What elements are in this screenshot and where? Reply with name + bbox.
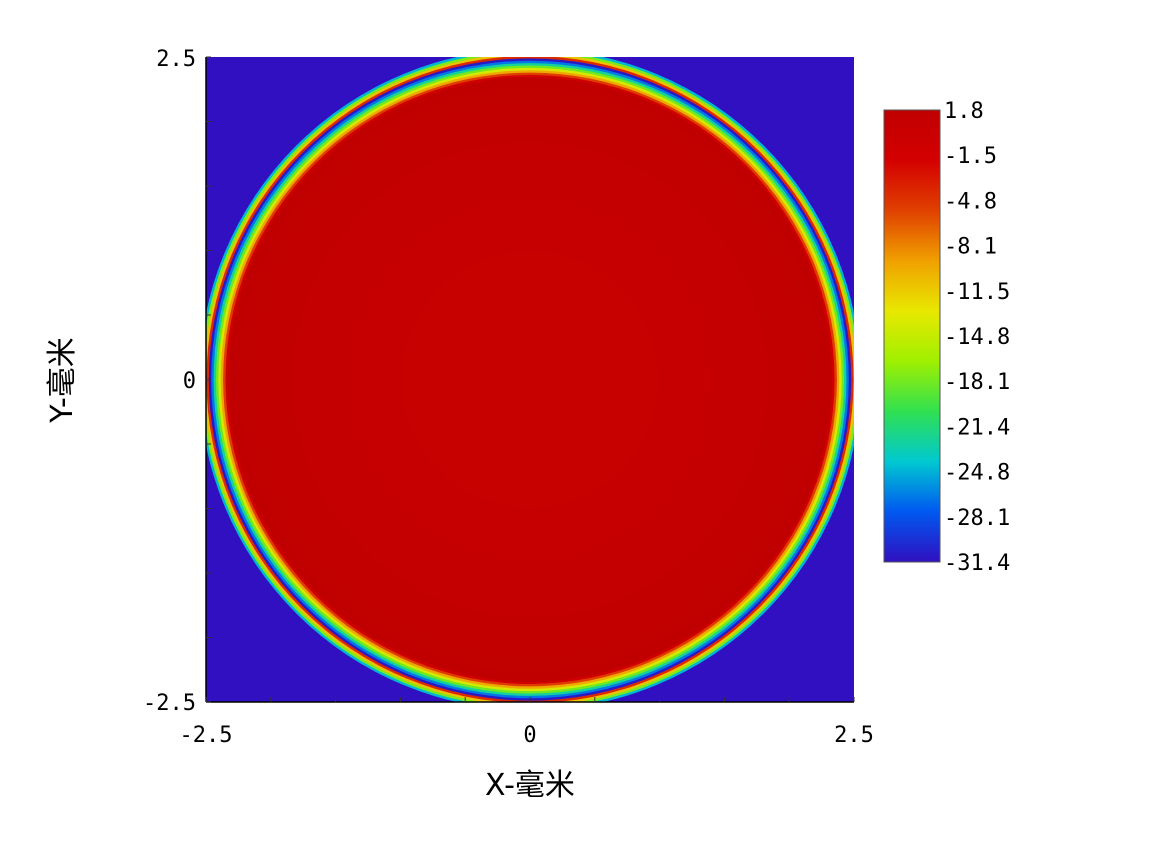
y-tick-label-bottom: -2.5: [143, 691, 196, 716]
colorbar-frame: [883, 109, 941, 563]
x-tick-label-right: 2.5: [834, 723, 874, 748]
colorbar-tick-label: 1.8: [944, 99, 984, 124]
colorbar-tick-label: -4.8: [944, 189, 997, 214]
colorbar-tick-label: -31.4: [944, 551, 1010, 576]
colorbar-tick-label: -1.5: [944, 144, 997, 169]
colorbar-gradient: [884, 110, 940, 562]
y-axis-title: Y-毫米: [45, 337, 80, 424]
colorbar-tick-label: -11.5: [944, 280, 1010, 305]
x-axis-title: X-毫米: [485, 768, 575, 803]
heatmap-ring: [527, 377, 533, 382]
heatmap-plot-area: [205, 56, 855, 703]
y-tick-label-mid: 0: [183, 369, 196, 394]
x-tick-label-mid: 0: [523, 723, 536, 748]
colorbar-tick-label: -14.8: [944, 325, 1010, 350]
colorbar-tick-label: -28.1: [944, 506, 1010, 531]
colorbar-tick-label: -24.8: [944, 461, 1010, 486]
colorbar-tick-label: -21.4: [944, 415, 1010, 440]
colorbar-tick-label: -8.1: [944, 235, 997, 260]
colorbar: 1.8 -1.5 -4.8 -8.1 -11.5 -14.8 -18.1 -21.4 -24.8…: [883, 99, 1010, 576]
colorbar-tick-label: -18.1: [944, 370, 1010, 395]
y-tick-label-top: 2.5: [156, 47, 196, 72]
minor-ticks: [205, 56, 855, 703]
heatmap-field: [206, 57, 854, 702]
colorbar-tick-labels: 1.8 -1.5 -4.8 -8.1 -11.5 -14.8 -18.1 -21.4 -24.8…: [944, 99, 1010, 576]
x-tick-label-left: -2.5: [180, 723, 233, 748]
